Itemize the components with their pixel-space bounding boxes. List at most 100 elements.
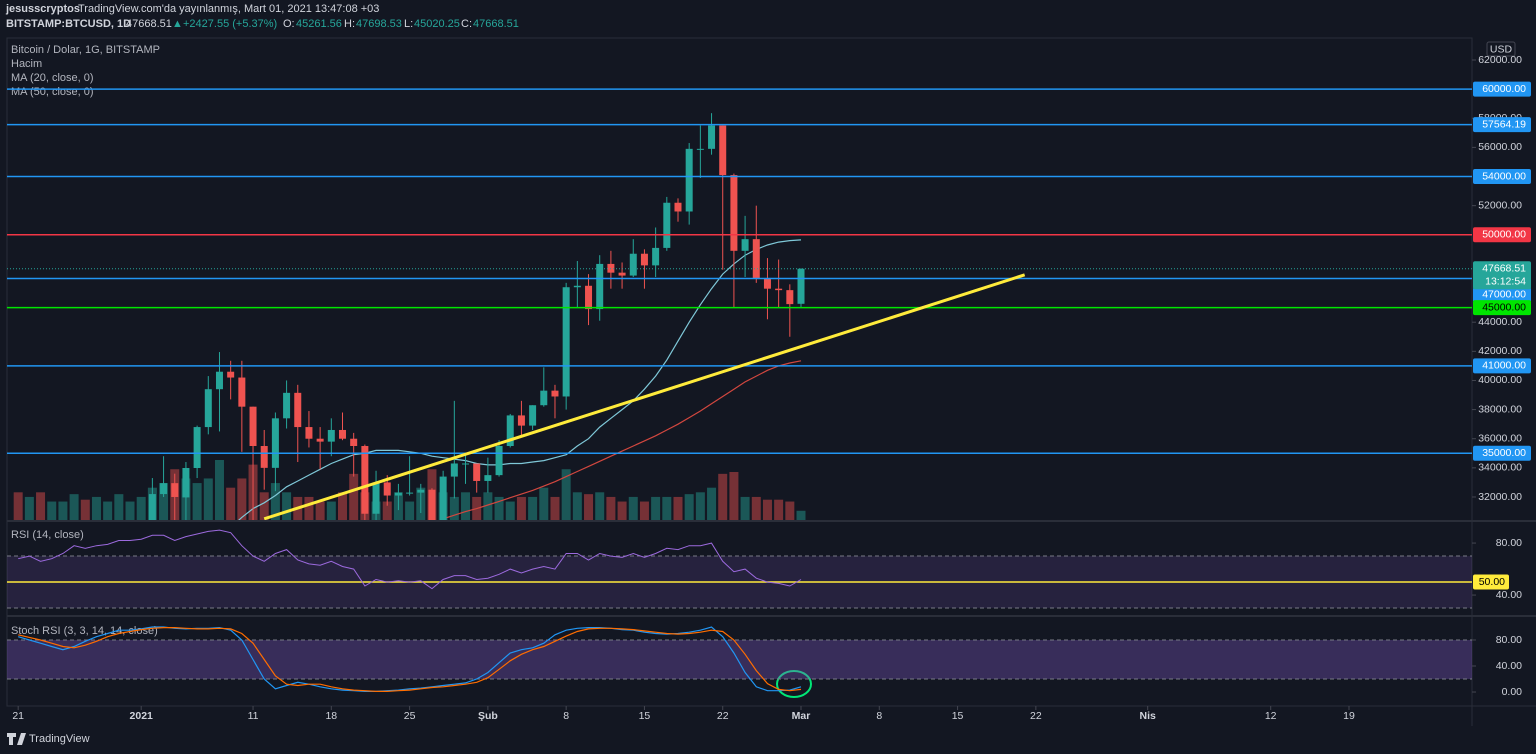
candle-body: [316, 438, 324, 442]
level-label-box: [1473, 300, 1531, 316]
y-tick-label: 34000.00: [1478, 462, 1522, 474]
candle-body: [171, 483, 179, 497]
unit-box[interactable]: [1486, 41, 1516, 57]
legend-ma: MA (20, close, 0): [11, 72, 94, 84]
candle-body: [148, 494, 156, 520]
volume-bar: [740, 496, 750, 520]
candle-body: [551, 390, 559, 397]
volume-bar: [80, 499, 90, 520]
candle-body: [730, 175, 738, 251]
candle-body: [495, 446, 503, 476]
candle-body: [540, 390, 548, 406]
volume-bar: [24, 496, 34, 520]
author: jesusscryptos: [5, 3, 80, 15]
countdown: 13:12:54: [1485, 276, 1526, 288]
band-fill: [7, 639, 1472, 680]
level-label: 35000.00: [1482, 447, 1526, 459]
legend-ma: MA (50, close, 0): [11, 86, 94, 98]
last-price-box: [1473, 261, 1531, 290]
y-tick-label: 80.00: [1496, 634, 1522, 646]
legend-title: Bitcoin / Dolar, 1G, BITSTAMP: [11, 44, 160, 56]
x-tick-label: 22: [717, 710, 729, 722]
stoch-title: Stoch RSI (3, 3, 14, 14, close): [11, 625, 158, 637]
volume-bar: [270, 483, 280, 520]
candle-body: [182, 467, 190, 498]
candle-body: [327, 429, 335, 442]
volume-bar: [259, 492, 269, 520]
candle-body: [752, 239, 760, 279]
published: TradingView.com'da yayınlanmış, Mart 01,…: [78, 3, 379, 15]
candle-body: [484, 475, 492, 481]
candle-body: [640, 253, 648, 266]
candle-body: [361, 446, 369, 514]
x-tick-label: 15: [639, 710, 651, 722]
candle-body: [160, 483, 168, 495]
candle-body: [573, 285, 581, 288]
candle-body: [204, 389, 212, 428]
volume-bar: [461, 492, 471, 520]
candle-body: [350, 438, 358, 447]
candle-body: [786, 290, 794, 305]
volume-bar: [639, 501, 649, 520]
volume-bar: [707, 487, 717, 520]
volume-bar: [483, 492, 493, 520]
ohlc-label: O:: [283, 18, 295, 30]
ohlc-value: 47668.51: [473, 18, 519, 30]
level-label-box: [1473, 81, 1531, 97]
volume-bar: [528, 496, 538, 520]
y-tick-label: 32000.00: [1478, 491, 1522, 503]
x-tick-label: 21: [12, 710, 24, 722]
x-tick-label: Mar: [792, 710, 811, 722]
volume-bar: [505, 501, 515, 520]
legend-volume: Hacim: [11, 58, 42, 70]
ohlc-value: 45020.25: [414, 18, 460, 30]
candle-body: [249, 406, 257, 447]
ohlc-value: 45261.56: [296, 18, 342, 30]
y-tick-label: 36000.00: [1478, 433, 1522, 445]
level-label: 41000.00: [1482, 360, 1526, 372]
x-tick-label: 18: [325, 710, 337, 722]
candle-body: [193, 427, 201, 468]
volume-bar: [337, 492, 347, 520]
volume-bar: [405, 501, 415, 520]
footer-brand: TradingView: [29, 733, 90, 745]
candle-body: [763, 278, 771, 289]
candle-body: [417, 489, 425, 493]
volume-bar: [58, 501, 68, 520]
x-tick-label: 15: [952, 710, 964, 722]
highlight-circle: [776, 670, 812, 698]
y-tick-label: 42000.00: [1478, 345, 1522, 357]
level-label-box: [1473, 358, 1531, 374]
candle-body: [708, 125, 716, 149]
volume-bar: [584, 494, 594, 520]
logo-mark: [7, 733, 26, 745]
volume-bar: [561, 469, 571, 520]
candle-body: [473, 463, 481, 481]
volume-bar: [282, 492, 292, 520]
volume-bar: [226, 487, 236, 520]
volume-bar: [304, 496, 314, 520]
candle-body: [372, 482, 380, 514]
candle-body: [439, 476, 447, 520]
change: +2427.55 (+5.37%): [183, 18, 277, 30]
volume-bar: [662, 496, 672, 520]
y-tick-label: 40.00: [1496, 589, 1522, 601]
candle-body: [215, 371, 223, 390]
candle-body: [652, 247, 660, 266]
volume-bar: [203, 478, 213, 520]
volume-bar: [606, 496, 616, 520]
symbol: BITSTAMP:BTCUSD, 1D: [6, 18, 131, 30]
volume-bar: [785, 501, 795, 520]
y-tick-label: 40000.00: [1478, 374, 1522, 386]
x-tick-label: 22: [1030, 710, 1042, 722]
level-label: 45000.00: [1482, 301, 1526, 313]
y-tick-label: 52000.00: [1478, 199, 1522, 211]
volume-bar: [36, 492, 46, 520]
volume-bar: [651, 496, 661, 520]
volume-bar: [326, 501, 336, 520]
level-label: 54000.00: [1482, 170, 1526, 182]
level-label-box: [1473, 169, 1531, 185]
candle-body: [629, 253, 637, 276]
